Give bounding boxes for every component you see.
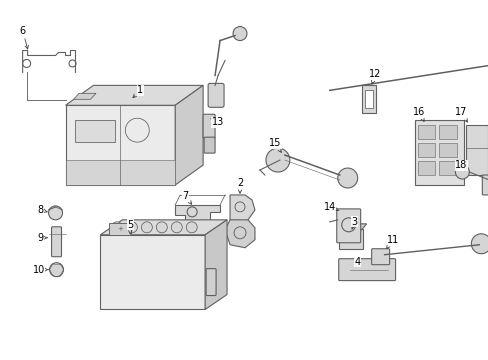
Polygon shape — [175, 205, 220, 220]
FancyBboxPatch shape — [361, 85, 375, 113]
FancyBboxPatch shape — [466, 125, 488, 175]
FancyBboxPatch shape — [203, 137, 215, 153]
Circle shape — [48, 206, 62, 220]
Text: 3: 3 — [351, 217, 357, 229]
Polygon shape — [175, 85, 203, 185]
Circle shape — [156, 222, 167, 233]
FancyBboxPatch shape — [439, 161, 456, 175]
FancyBboxPatch shape — [371, 249, 389, 265]
Circle shape — [171, 222, 182, 233]
FancyBboxPatch shape — [208, 84, 224, 107]
Text: 1: 1 — [133, 85, 143, 98]
FancyBboxPatch shape — [481, 175, 488, 195]
Text: 13: 13 — [210, 117, 224, 127]
Polygon shape — [204, 220, 226, 310]
Polygon shape — [100, 235, 204, 310]
Circle shape — [337, 168, 357, 188]
Text: +: + — [118, 226, 123, 232]
FancyBboxPatch shape — [108, 223, 130, 235]
Polygon shape — [65, 160, 175, 185]
FancyBboxPatch shape — [338, 259, 395, 280]
Text: 18: 18 — [454, 160, 467, 170]
Circle shape — [49, 263, 63, 276]
FancyBboxPatch shape — [75, 120, 115, 142]
Text: 4: 4 — [354, 257, 360, 267]
Text: 12: 12 — [368, 69, 381, 84]
Text: 5: 5 — [127, 220, 133, 234]
Text: 6: 6 — [20, 26, 28, 49]
Text: 15: 15 — [268, 138, 281, 152]
FancyBboxPatch shape — [336, 209, 360, 243]
Polygon shape — [229, 195, 254, 225]
Circle shape — [265, 148, 289, 172]
Polygon shape — [224, 220, 254, 248]
Text: 10: 10 — [32, 265, 48, 275]
Text: 9: 9 — [38, 233, 47, 243]
Polygon shape — [65, 85, 203, 105]
Polygon shape — [100, 220, 226, 235]
Circle shape — [186, 222, 197, 233]
Polygon shape — [65, 105, 175, 185]
Circle shape — [470, 234, 488, 254]
Polygon shape — [339, 224, 366, 230]
FancyBboxPatch shape — [205, 269, 216, 296]
FancyBboxPatch shape — [417, 161, 435, 175]
Text: 14: 14 — [323, 202, 338, 212]
Text: 11: 11 — [386, 235, 398, 249]
Polygon shape — [73, 93, 96, 99]
FancyBboxPatch shape — [364, 90, 372, 108]
Circle shape — [141, 222, 152, 233]
FancyBboxPatch shape — [203, 114, 215, 138]
FancyBboxPatch shape — [338, 229, 362, 249]
FancyBboxPatch shape — [417, 143, 435, 157]
FancyBboxPatch shape — [51, 227, 61, 257]
Text: 8: 8 — [38, 205, 47, 215]
Circle shape — [126, 222, 137, 233]
FancyBboxPatch shape — [417, 125, 435, 139]
Text: 16: 16 — [412, 107, 425, 121]
Text: 7: 7 — [182, 191, 191, 204]
Circle shape — [233, 27, 246, 41]
Text: 2: 2 — [236, 178, 243, 193]
FancyBboxPatch shape — [414, 120, 464, 185]
FancyBboxPatch shape — [439, 125, 456, 139]
Circle shape — [111, 222, 122, 233]
Circle shape — [454, 165, 468, 179]
Text: 17: 17 — [454, 107, 467, 122]
FancyBboxPatch shape — [439, 143, 456, 157]
